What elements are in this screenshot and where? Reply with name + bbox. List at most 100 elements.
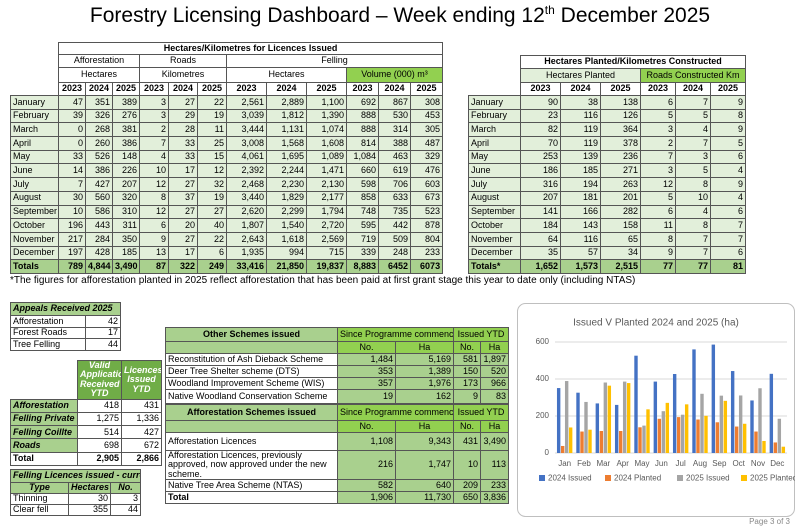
value-cell: 33 [168, 136, 198, 151]
table-row: July 7 427 207 12 27 32 2,468 2,230 2,130 598 706 60… [10, 177, 444, 192]
group-header: Afforestation [58, 54, 140, 68]
value-cell: 1,275 [77, 411, 122, 427]
value-cell: 9 [640, 245, 676, 261]
value-cell: 4 [709, 190, 747, 206]
value-cell: 389 [112, 95, 140, 110]
table-title: Hectares/Kilometres for Licences Issued [57, 42, 444, 55]
row-label: November [468, 231, 521, 247]
value-cell: 453 [409, 108, 444, 124]
row-label: Afforestation Licences [165, 432, 338, 451]
year-header: 2023 [58, 82, 86, 96]
value-cell: 3,008 [226, 136, 267, 151]
group-header: Issued YTD [452, 404, 510, 421]
value-cell: 11,730 [395, 491, 454, 505]
bar [723, 400, 728, 453]
table-row: October 184 143 158 11 8 7 [468, 218, 747, 233]
year-header: 2024 [266, 82, 307, 96]
value-cell: 308 [409, 95, 444, 110]
value-cell: 2,130 [306, 177, 347, 192]
table-row: Native Woodland Conservation Scheme 19 162… [165, 389, 510, 404]
value-cell: 7 [675, 95, 711, 110]
value-cell: 672 [121, 438, 162, 453]
value-cell: 263 [600, 177, 641, 192]
value-cell: 3 [109, 493, 142, 505]
value-cell: 7 [675, 136, 711, 151]
table-title: Felling Licences issued - current week [9, 469, 142, 483]
bar [762, 440, 766, 453]
bar [653, 381, 658, 453]
table-title: Appeals Received 2025 [10, 302, 121, 316]
value-cell: 150 [453, 365, 481, 378]
value-cell: 11 [197, 122, 227, 138]
value-cell: 10 [139, 163, 169, 179]
value-cell: 1,471 [306, 163, 347, 179]
value-cell: 4 [139, 149, 169, 165]
value-cell: 1,652 [520, 259, 561, 274]
value-cell: 386 [112, 136, 140, 151]
header-row: Type Hectares No. [10, 482, 142, 494]
value-cell: 194 [560, 177, 601, 192]
value-cell: 9 [453, 389, 481, 404]
table-row: September 141 166 282 6 4 6 [468, 204, 747, 220]
row-label: October [468, 218, 521, 233]
value-cell: 139 [560, 149, 601, 165]
value-cell: 226 [112, 163, 140, 179]
year-header: 2024 [85, 82, 113, 96]
value-cell: 994 [266, 245, 307, 261]
value-cell: 6 [640, 204, 676, 220]
table-row: Thinning 30 3 [10, 493, 142, 505]
value-cell: 1,089 [306, 149, 347, 165]
value-cell: 476 [409, 163, 444, 179]
table-row: November 217 284 350 9 27 22 2,643 1,618 2,569 719… [10, 231, 444, 247]
value-cell: 1,131 [266, 122, 307, 138]
bar [700, 393, 704, 453]
value-cell: 0 [58, 136, 86, 151]
value-cell: 509 [378, 231, 411, 247]
value-cell: 19 [197, 108, 227, 124]
value-cell: 33 [168, 149, 198, 165]
value-cell: 427 [85, 177, 113, 192]
bar [734, 426, 739, 453]
value-cell: 5,169 [395, 353, 454, 366]
row-label: June [468, 163, 521, 179]
y-tick-label: 0 [545, 448, 550, 457]
empty-cell [469, 69, 521, 83]
value-cell: 19 [337, 389, 396, 404]
value-cell: 706 [378, 177, 411, 192]
value-cell: 867 [378, 95, 411, 110]
column-header: Type [10, 482, 69, 494]
value-cell: 81 [709, 259, 747, 274]
header-row: Hectares Kilometres Hectares Volume (000) m… [11, 67, 444, 83]
column-header: No. [109, 482, 142, 494]
row-label: Felling Private [10, 411, 78, 427]
value-cell: 5 [675, 108, 711, 124]
column-header: Ha [479, 341, 510, 354]
table-body: Afforestation Schemes issued Since Progra… [165, 404, 510, 505]
row-label: January [10, 95, 59, 110]
value-cell: 339 [346, 245, 379, 261]
value-cell: 2,889 [266, 95, 307, 110]
value-cell: 431 [453, 432, 481, 451]
value-cell: 603 [409, 177, 444, 192]
value-cell: 249 [197, 259, 227, 274]
value-cell: 276 [112, 108, 140, 124]
unit-header: Kilometres [139, 67, 227, 83]
value-cell: 15 [197, 149, 227, 165]
table-row: March 82 119 364 3 4 9 [468, 122, 747, 138]
value-cell: 381 [112, 122, 140, 138]
value-cell: 27 [168, 231, 198, 247]
row-label: July [468, 177, 521, 192]
value-cell: 12 [139, 177, 169, 192]
header-row: No. Ha No. Ha [165, 341, 510, 354]
row-label: April [10, 136, 59, 151]
value-cell: 2,643 [226, 231, 267, 247]
group-header: Roads [139, 54, 227, 68]
legend-swatch [741, 475, 747, 481]
value-cell: 2 [139, 122, 169, 138]
value-cell: 87 [139, 259, 169, 274]
value-cell: 2,177 [306, 190, 347, 206]
chart-title: Issued V Planted 2024 and 2025 (ha) [573, 318, 739, 329]
applications-table: Valid Applications Received YTDLicences … [10, 360, 162, 466]
table-title: Afforestation Schemes issued [165, 404, 338, 421]
value-cell: 2,515 [600, 259, 641, 274]
